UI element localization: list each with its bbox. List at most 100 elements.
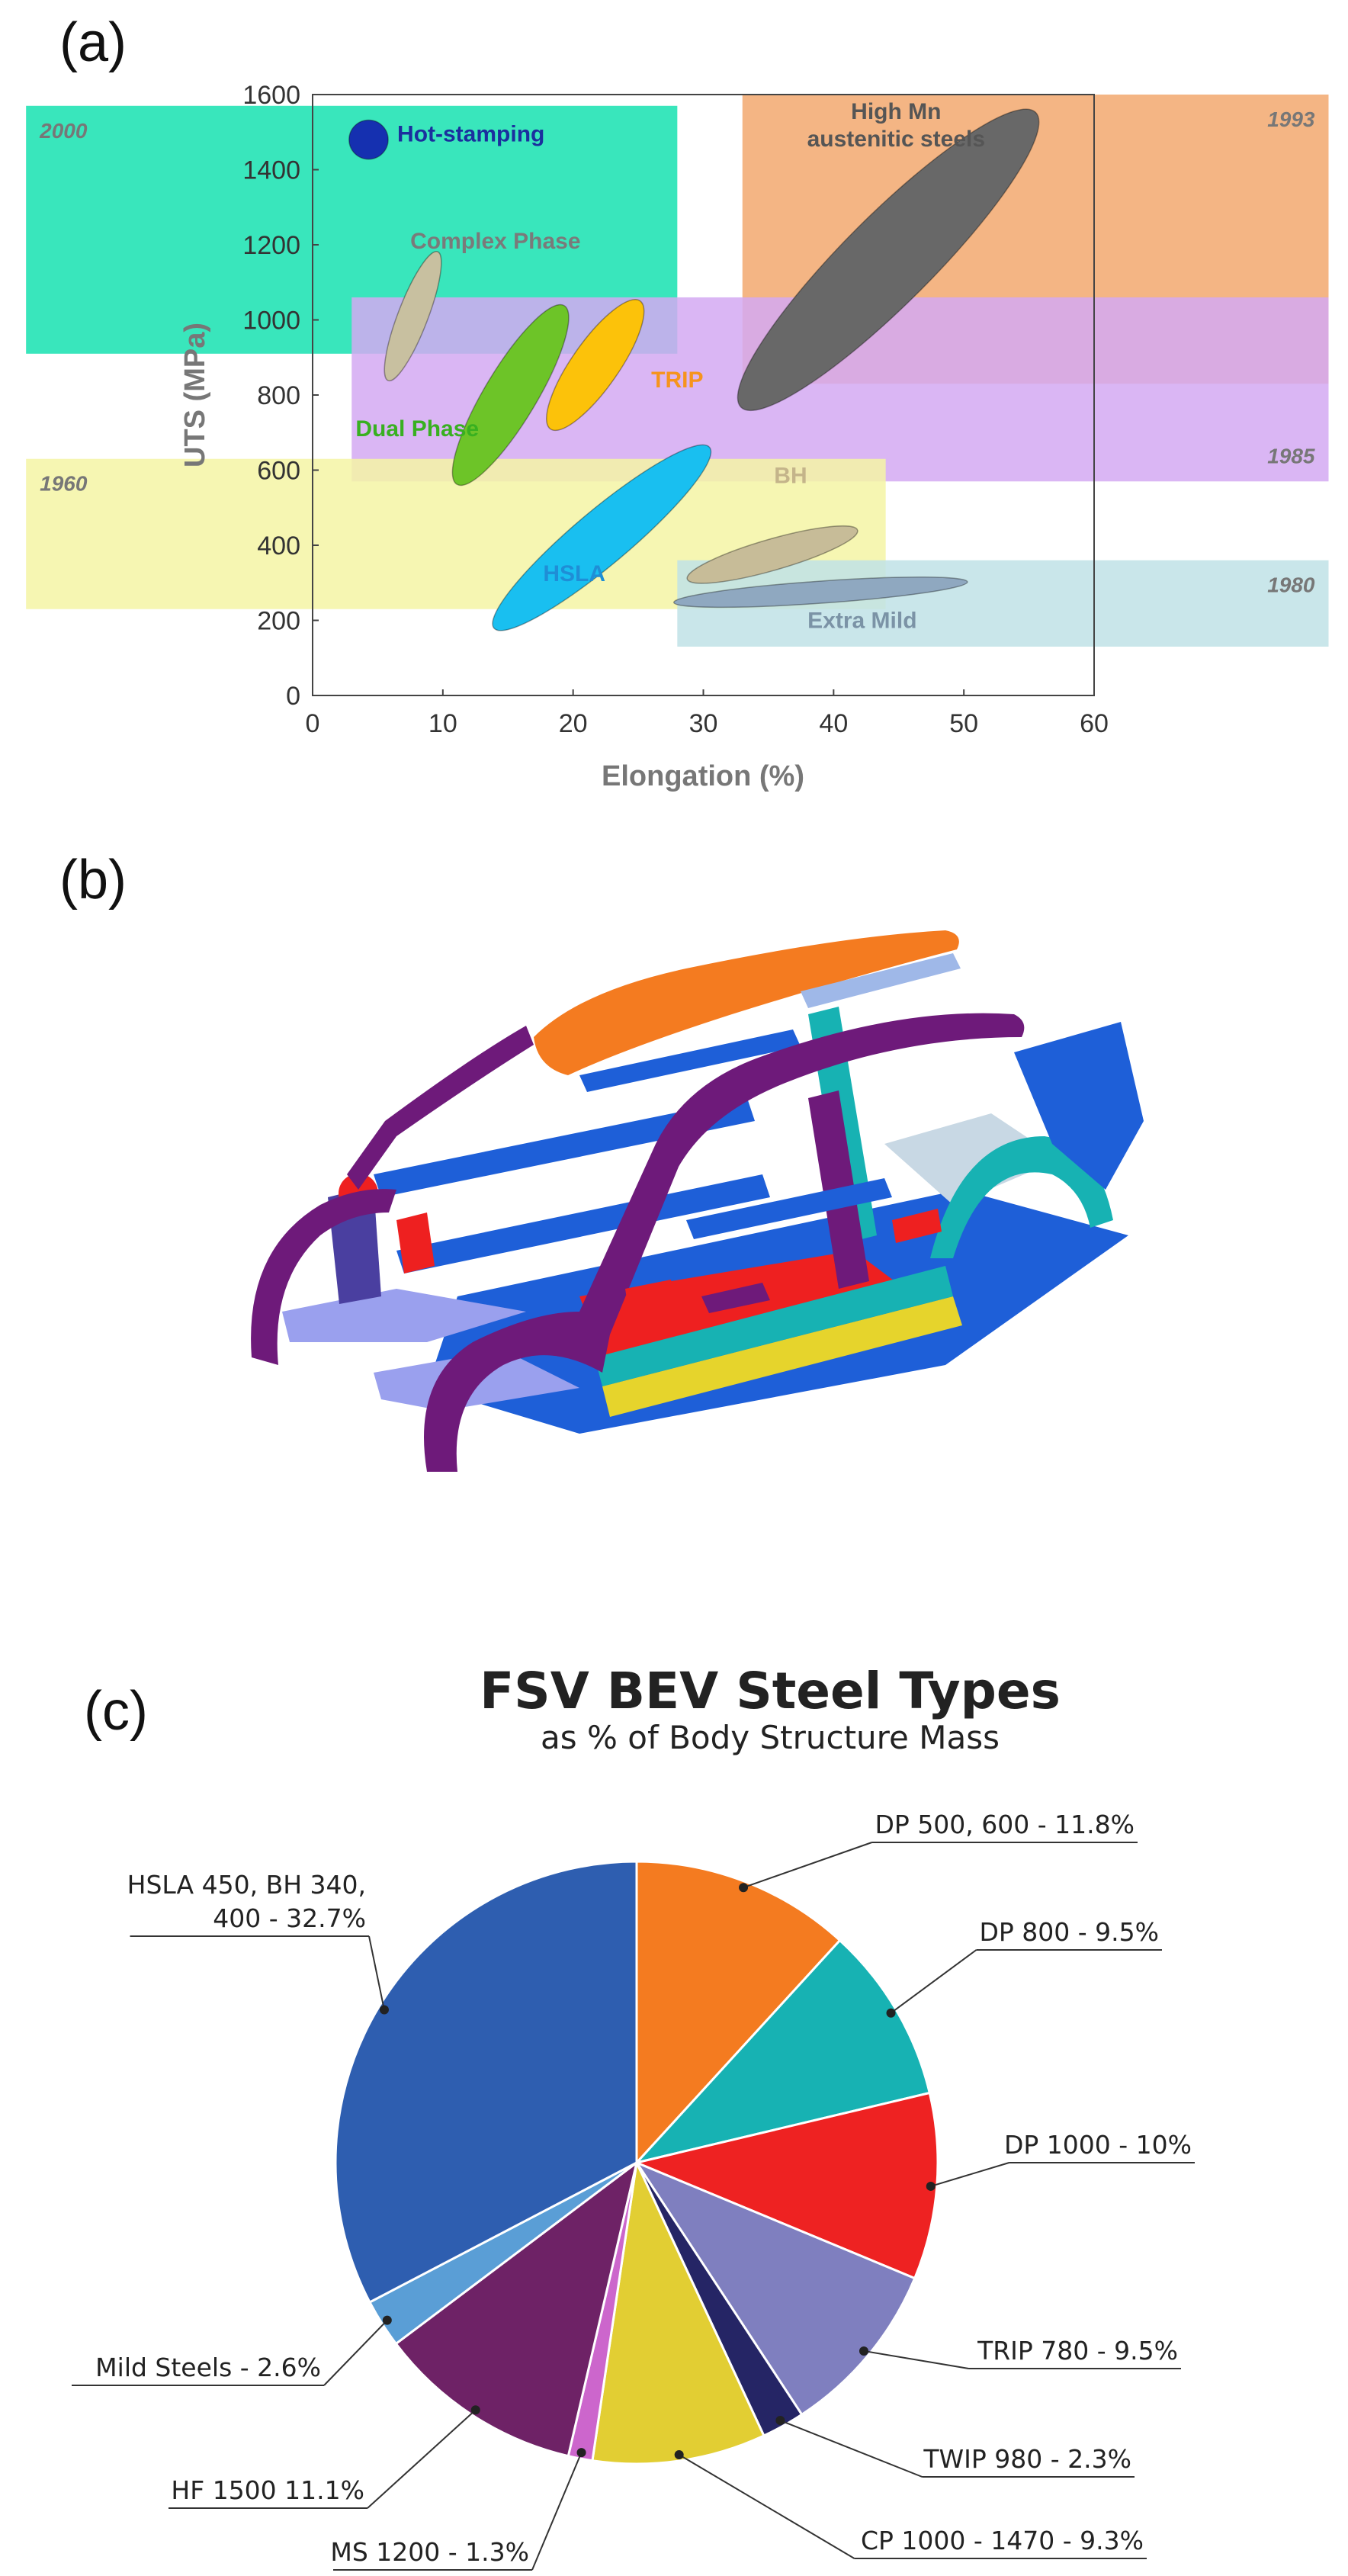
pie-label-10: HSLA 450, BH 340, 400 - 32.7% <box>127 1870 366 1933</box>
pie-leader-dot <box>470 2405 480 2415</box>
generation-labels: 2000 1993 1985 1960 1980 <box>39 108 1315 597</box>
x-tick-20: 20 <box>559 709 588 738</box>
x-tick-10: 10 <box>428 709 457 738</box>
car-seat-crossmember <box>686 1178 892 1239</box>
steel-ellipses <box>348 108 1040 631</box>
pie-leader-dot <box>739 1883 749 1893</box>
y-tick-200: 200 <box>257 607 300 636</box>
car-tunnel-bracket <box>701 1283 770 1313</box>
pie-leader-dot <box>576 2448 586 2458</box>
pie-leader-line <box>367 2409 477 2509</box>
car-front-arch <box>251 1189 396 1365</box>
x-tick-labels: 0 10 20 30 40 50 60 <box>306 689 1109 738</box>
pie-label-3: DP 1000 - 10% <box>1004 2130 1192 2160</box>
pie-slice-4 <box>634 2160 916 2417</box>
pie-labels: DP 500, 600 - 11.8% DP 800 - 9.5% DP 1000 … <box>95 1810 1192 2567</box>
x-tick-40: 40 <box>819 709 848 738</box>
pie-label-4: TRIP 780 - 9.5% <box>977 2336 1178 2366</box>
steel-label-extra-mild: Extra Mild <box>807 608 916 633</box>
steel-label-trip: TRIP <box>651 368 703 393</box>
steel-label-hsla: HSLA <box>543 561 605 586</box>
pie-slice-8 <box>394 2160 639 2458</box>
steel-ellipse-dual-phase <box>451 304 570 487</box>
steel-types-pie-chart: DP 500, 600 - 11.8% DP 800 - 9.5% DP 1000 … <box>72 1810 1195 2571</box>
car-red-reinforcement-1 <box>396 1213 435 1274</box>
pie-slices <box>334 1860 939 2465</box>
y-tick-labels: 0 200 400 600 800 1000 1200 1400 1600 <box>242 81 319 711</box>
panel-c-label: (c) <box>84 1681 148 1742</box>
pie-leader-dot <box>382 2315 392 2325</box>
pie-leader-dot <box>886 2008 896 2018</box>
pie-label-9: Mild Steels - 2.6% <box>95 2353 321 2382</box>
x-tick-60: 60 <box>1080 709 1109 738</box>
steel-ellipse-complex-phase <box>384 251 442 382</box>
pie-leader-line <box>531 2452 583 2571</box>
car-red-reinforcement-2 <box>625 1280 675 1313</box>
pie-leader-dot <box>926 2181 936 2191</box>
car-rear-wheel-arch <box>930 1136 1113 1258</box>
y-tick-1400: 1400 <box>242 156 300 185</box>
pie-leader-line <box>890 1949 977 2014</box>
x-tick-50: 50 <box>949 709 978 738</box>
pie-label-2: DP 800 - 9.5% <box>979 1917 1159 1947</box>
car-red-reinforcement-3 <box>892 1209 942 1243</box>
steel-ellipse-hot-stamping <box>348 119 389 160</box>
pie-leader-lines <box>72 1842 1195 2571</box>
steel-ellipse-bh <box>686 525 859 584</box>
car-rocker-inner <box>595 1266 953 1386</box>
steel-label-bh: BH <box>774 464 807 489</box>
steel-labels: Hot-stamping Complex Phase Dual Phase TRIP H… <box>355 99 985 633</box>
steel-ellipse-high-mn <box>737 108 1040 412</box>
pie-leader-dot <box>674 2449 684 2459</box>
pie-label-5: TWIP 980 - 2.3% <box>923 2444 1131 2474</box>
car-roof <box>534 930 959 1075</box>
steel-label-hot-stamping: Hot-stamping <box>397 122 544 147</box>
pie-title: FSV BEV Steel Types <box>480 1662 1061 1720</box>
car-front-crossmember <box>374 1098 755 1197</box>
car-roof-bow-rear <box>801 953 961 1008</box>
pie-leader-dot <box>859 2346 868 2356</box>
generation-label-1980: 1980 <box>1267 573 1315 597</box>
steel-label-dual-phase: Dual Phase <box>355 416 479 442</box>
pie-leader-line <box>743 1842 872 1889</box>
pie-label-1: DP 500, 600 - 11.8% <box>875 1810 1135 1839</box>
y-tick-0: 0 <box>286 682 300 711</box>
steel-label-complex-phase: Complex Phase <box>410 229 580 254</box>
y-tick-1000: 1000 <box>242 307 300 336</box>
steel-label-high-mn: High Mn austenitic steels <box>807 99 985 152</box>
pie-leader-dot <box>379 2005 389 2015</box>
y-tick-1200: 1200 <box>242 231 300 260</box>
car-near-side-ring <box>424 1013 1025 1472</box>
y-tick-1600: 1600 <box>242 81 300 110</box>
steel-ellipse-trip <box>545 299 645 432</box>
pie-slice-10 <box>334 1860 638 2305</box>
panel-b-label: (b) <box>59 850 127 911</box>
car-front-crossmember-2 <box>396 1174 770 1274</box>
generation-label-1960: 1960 <box>40 472 88 496</box>
x-tick-30: 30 <box>689 709 718 738</box>
y-tick-800: 800 <box>257 381 300 410</box>
y-tick-400: 400 <box>257 532 300 560</box>
x-tick-0: 0 <box>306 709 320 738</box>
pie-slice-3 <box>633 2091 939 2280</box>
pie-leader-line <box>323 2319 388 2386</box>
car-body-structure <box>251 930 1144 1472</box>
generation-label-1993: 1993 <box>1267 108 1315 131</box>
x-axis-title: Elongation (%) <box>602 760 804 792</box>
generation-label-1985: 1985 <box>1267 444 1315 467</box>
pie-slice-6 <box>591 2158 765 2465</box>
pie-leader-line <box>863 2350 969 2369</box>
car-roof-bow-front <box>579 1029 801 1092</box>
car-rocker-sill <box>602 1296 962 1417</box>
pie-subtitle: as % of Body Structure Mass <box>541 1719 1000 1756</box>
pie-label-6: CP 1000 - 1470 - 9.3% <box>861 2526 1144 2555</box>
car-far-side-frame <box>347 1026 534 1190</box>
pie-slice-1 <box>635 1860 842 2166</box>
pie-leader-dot <box>775 2416 785 2426</box>
pie-leader-line <box>368 1935 385 2010</box>
panel-a-label: (a) <box>59 12 127 73</box>
car-rear-panel <box>1014 1022 1144 1190</box>
car-rear-floor-panel <box>884 1113 1060 1205</box>
